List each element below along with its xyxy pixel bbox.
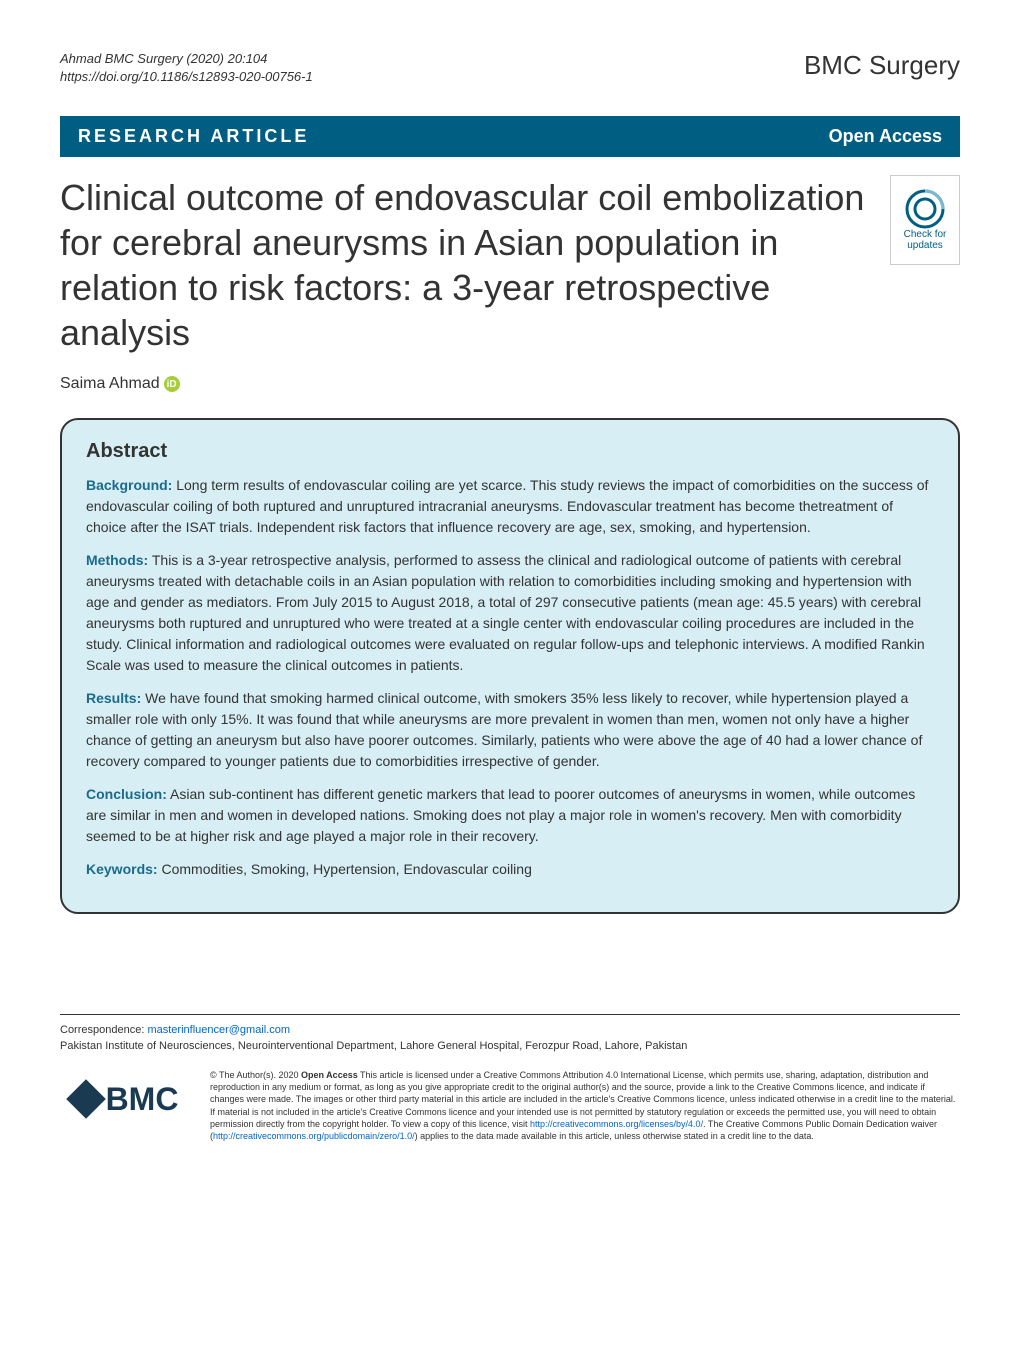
citation-block: Ahmad BMC Surgery (2020) 20:104 https://… — [60, 50, 313, 86]
author-line: Saima Ahmad iD — [60, 375, 960, 393]
page-container: Ahmad BMC Surgery (2020) 20:104 https://… — [0, 0, 1020, 1182]
background-text: Long term results of endovascular coilin… — [86, 477, 928, 535]
open-access-label: Open Access — [829, 126, 942, 147]
license-prefix: © The Author(s). 2020 — [210, 1070, 301, 1080]
results-text: We have found that smoking harmed clinic… — [86, 690, 922, 769]
methods-text: This is a 3-year retrospective analysis,… — [86, 552, 925, 673]
background-label: Background: — [86, 477, 172, 493]
license-link2[interactable]: http://creativecommons.org/publicdomain/… — [213, 1131, 415, 1141]
license-body3: ) applies to the data made available in … — [415, 1131, 814, 1141]
abstract-conclusion: Conclusion: Asian sub-continent has diff… — [86, 784, 934, 847]
conclusion-text: Asian sub-continent has different geneti… — [86, 786, 915, 844]
bmc-logo-text: BMC — [106, 1081, 179, 1118]
abstract-keywords: Keywords: Commodities, Smoking, Hyperten… — [86, 859, 934, 880]
correspondence-email[interactable]: masterinfluencer@gmail.com — [147, 1024, 290, 1036]
footer-section: Correspondence: masterinfluencer@gmail.c… — [60, 1014, 960, 1142]
updates-icon — [905, 189, 945, 229]
header-top: Ahmad BMC Surgery (2020) 20:104 https://… — [60, 50, 960, 86]
journal-name: BMC Surgery — [804, 50, 960, 81]
badge-line1: Check for — [904, 229, 947, 240]
bmc-logo-square — [66, 1079, 106, 1119]
check-updates-badge[interactable]: Check for updates — [890, 175, 960, 265]
abstract-methods: Methods: This is a 3-year retrospective … — [86, 550, 934, 676]
license-bold: Open Access — [301, 1070, 358, 1080]
footer-row: BMC © The Author(s). 2020 Open Access Th… — [60, 1069, 960, 1142]
correspondence-block: Correspondence: masterinfluencer@gmail.c… — [60, 1023, 960, 1054]
keywords-label: Keywords: — [86, 861, 158, 877]
citation-line2: https://doi.org/10.1186/s12893-020-00756… — [60, 68, 313, 86]
article-type-label: RESEARCH ARTICLE — [78, 126, 309, 147]
abstract-heading: Abstract — [86, 440, 934, 463]
bmc-logo: BMC — [60, 1069, 190, 1129]
article-title: Clinical outcome of endovascular coil em… — [60, 175, 870, 355]
title-row: Clinical outcome of endovascular coil em… — [60, 175, 960, 355]
license-link1[interactable]: http://creativecommons.org/licenses/by/4… — [530, 1119, 703, 1129]
article-banner: RESEARCH ARTICLE Open Access — [60, 116, 960, 157]
conclusion-label: Conclusion: — [86, 786, 167, 802]
badge-line2: updates — [907, 240, 943, 251]
correspondence-label: Correspondence: — [60, 1024, 147, 1036]
abstract-background: Background: Long term results of endovas… — [86, 475, 934, 538]
author-name: Saima Ahmad — [60, 375, 160, 393]
methods-label: Methods: — [86, 552, 148, 568]
abstract-results: Results: We have found that smoking harm… — [86, 688, 934, 772]
orcid-icon[interactable]: iD — [164, 376, 180, 392]
citation-line1: Ahmad BMC Surgery (2020) 20:104 — [60, 50, 313, 68]
license-text: © The Author(s). 2020 Open Access This a… — [210, 1069, 960, 1142]
affiliation-text: Pakistan Institute of Neurosciences, Neu… — [60, 1040, 687, 1052]
results-label: Results: — [86, 690, 141, 706]
abstract-box: Abstract Background: Long term results o… — [60, 418, 960, 914]
keywords-text: Commodities, Smoking, Hypertension, Endo… — [158, 861, 532, 877]
